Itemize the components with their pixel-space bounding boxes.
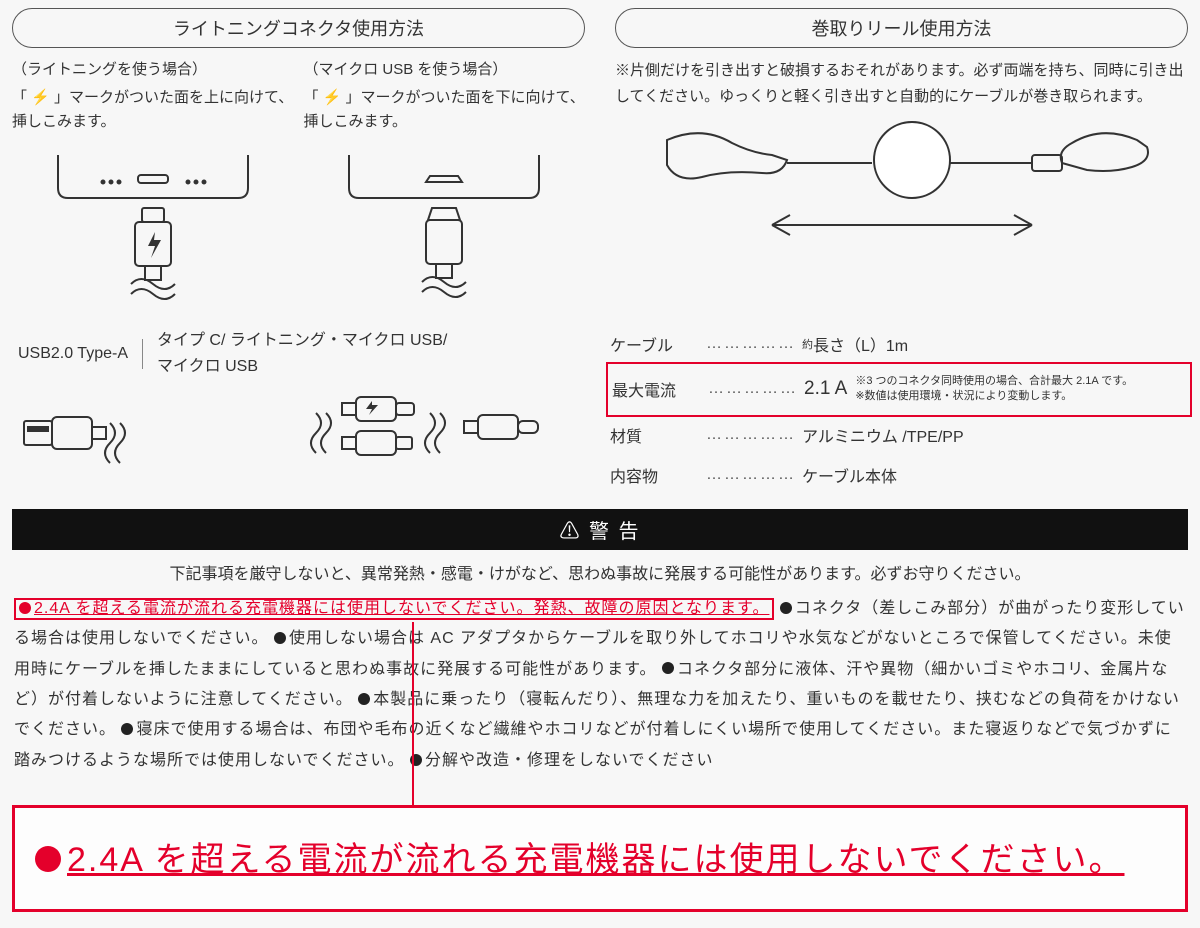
spec-dots: …………… — [700, 466, 802, 484]
warning-item-6: 分解や改造・修理をしないでください — [425, 752, 714, 769]
spec-contents-label: 内容物 — [610, 463, 700, 487]
spec-contents-value: ケーブル本体 — [802, 463, 897, 487]
spec-cable-value: 長さ（L）1m — [813, 332, 908, 356]
bullet-icon — [358, 693, 370, 705]
reel-panel-title: 巻取りリール使用方法 — [615, 8, 1188, 48]
spec-current-note1: ※3 つのコネクタ同時使用の場合、合計最大 2.1A です。 — [855, 375, 1133, 387]
lightning-case-text: 「 ⚡ 」マークがついた面を上に向けて、挿しこみます。 — [12, 86, 294, 134]
spec-row: USB2.0 Type-A タイプ C/ ライトニング・マイクロ USB/ マイ… — [12, 324, 1188, 495]
bullet-icon — [35, 846, 61, 872]
warning-heading: ⚠ 警 告 — [12, 509, 1188, 550]
microusb-case-text: 「 ⚡ 」マークがついた面を下に向けて、挿しこみます。 — [304, 86, 586, 134]
microusb-illustration — [304, 140, 586, 310]
microusb-case: （マイクロ USB を使う場合） 「 ⚡ 」マークがついた面を下に向けて、挿しこ… — [304, 58, 586, 310]
bullet-icon — [780, 602, 792, 614]
bullet-icon — [662, 662, 674, 674]
connector-list: タイプ C/ ライトニング・マイクロ USB/ マイクロ USB — [143, 328, 447, 379]
spec-material-label: 材質 — [610, 423, 700, 447]
big-callout-text: 2.4A を超える電流が流れる充電機器には使用しないでください。 — [67, 841, 1124, 879]
bullet-icon — [19, 602, 31, 614]
microusb-case-heading: （マイクロ USB を使う場合） — [304, 58, 586, 82]
lightning-illustration — [12, 140, 294, 310]
spec-dots: …………… — [700, 426, 802, 444]
reel-panel: 巻取りリール使用方法 ※片側だけを引き出すと破損するおそれがあります。必ず両端を… — [615, 8, 1188, 310]
connector-illustration — [12, 391, 590, 481]
spec-cable-label: ケーブル — [610, 332, 700, 356]
spec-cable: ケーブル …………… 約 長さ（L）1m — [610, 324, 1188, 364]
warning-block: ⚠ 警 告 下記事項を厳守しないと、異常発熱・感電・けがなど、思わぬ事故に発展す… — [12, 509, 1188, 776]
warning-red-callout: 2.4A を超える電流が流れる充電機器には使用しないでください。発熱、故障の原因… — [14, 598, 774, 620]
lightning-case-heading: （ライトニングを使う場合） — [12, 58, 294, 82]
spec-table: ケーブル …………… 約 長さ（L）1m 最大電流 …………… 2.1 A ※3… — [610, 324, 1188, 495]
warning-body: 2.4A を超える電流が流れる充電機器には使用しないでください。発熱、故障の原因… — [12, 594, 1188, 776]
spec-current-value: 2.1 A — [804, 378, 847, 400]
usb-type-a-label: USB2.0 Type-A — [12, 339, 143, 369]
big-callout: 2.4A を超える電流が流れる充電機器には使用しないでください。 — [12, 805, 1188, 912]
spec-dots: …………… — [700, 335, 802, 353]
connector-types: USB2.0 Type-A タイプ C/ ライトニング・マイクロ USB/ マイ… — [12, 324, 590, 495]
warning-subheading: 下記事項を厳守しないと、異常発熱・感電・けがなど、思わぬ事故に発展する可能性があ… — [12, 550, 1188, 594]
spec-material: 材質 …………… アルミニウム /TPE/PP — [610, 415, 1188, 455]
spec-current-highlight: 最大電流 …………… 2.1 A ※3 つのコネクタ同時使用の場合、合計最大 2… — [606, 362, 1192, 417]
spec-material-value: アルミニウム /TPE/PP — [802, 423, 964, 447]
spec-current-notes: ※3 つのコネクタ同時使用の場合、合計最大 2.1A です。 ※数値は使用環境・… — [847, 374, 1133, 405]
bullet-icon — [274, 632, 286, 644]
spec-contents: 内容物 …………… ケーブル本体 — [610, 455, 1188, 495]
lightning-panel: ライトニングコネクタ使用方法 （ライトニングを使う場合） 「 ⚡ 」マークがつい… — [12, 8, 585, 310]
lightning-case: （ライトニングを使う場合） 「 ⚡ 」マークがついた面を上に向けて、挿しこみます… — [12, 58, 294, 310]
spec-current-note2: ※数値は使用環境・状況により変動します。 — [855, 390, 1072, 402]
usage-row: ライトニングコネクタ使用方法 （ライトニングを使う場合） 「 ⚡ 」マークがつい… — [12, 8, 1188, 310]
reel-panel-text: ※片側だけを引き出すと破損するおそれがあります。必ず両端を持ち、同時に引き出して… — [615, 58, 1188, 109]
bullet-icon — [121, 723, 133, 735]
spec-current: 最大電流 …………… 2.1 A ※3 つのコネクタ同時使用の場合、合計最大 2… — [612, 366, 1186, 413]
warning-red-text: 2.4A を超える電流が流れる充電機器には使用しないでください。発熱、故障の原因… — [34, 600, 769, 617]
spec-cable-prefix: 約 — [802, 336, 813, 352]
spec-current-label: 最大電流 — [612, 377, 702, 401]
reel-illustration — [615, 115, 1188, 265]
spec-dots: …………… — [702, 380, 804, 398]
lightning-panel-title: ライトニングコネクタ使用方法 — [12, 8, 585, 48]
